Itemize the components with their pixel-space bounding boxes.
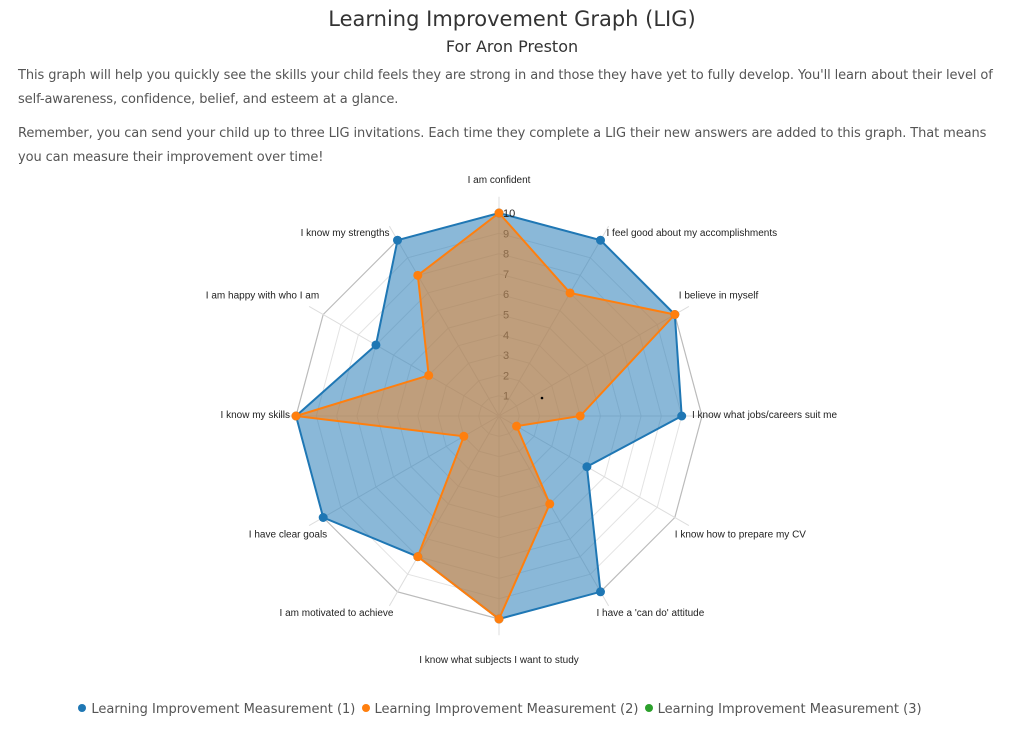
tick-label: 5 — [503, 310, 509, 322]
tick-label: 4 — [503, 330, 509, 342]
legend-item-series-3[interactable]: Learning Improvement Measurement (3) — [644, 702, 922, 717]
tick-label: 7 — [503, 269, 509, 281]
axis-label: I am confident — [468, 175, 531, 186]
data-point[interactable] — [413, 270, 423, 280]
axis-label: I feel good about my accomplishments — [607, 228, 778, 239]
legend-dot-icon — [361, 704, 370, 712]
data-point[interactable] — [582, 462, 592, 472]
axis-label: I am happy with who I am — [206, 291, 319, 302]
axis-label: I have a 'can do' attitude — [597, 608, 705, 619]
axis-label: I am motivated to achieve — [280, 608, 394, 619]
legend-label: Learning Improvement Measurement (3) — [657, 702, 922, 717]
data-point[interactable] — [494, 208, 504, 218]
legend-dot-icon — [78, 704, 87, 712]
legend-item-series-2[interactable]: Learning Improvement Measurement (2) — [361, 702, 639, 717]
tick-label: 6 — [503, 289, 509, 301]
data-point[interactable] — [545, 499, 555, 509]
tick-label: 10 — [503, 208, 515, 220]
data-point[interactable] — [512, 421, 522, 431]
intro-paragraph-1: This graph will help you quickly see the… — [18, 68, 993, 107]
intro-paragraph-2: Remember, you can send your child up to … — [18, 126, 987, 165]
marker-dot — [540, 396, 544, 400]
tick-label: 8 — [503, 249, 509, 261]
tick-label: 1 — [503, 391, 509, 403]
axis-label: I know my strengths — [301, 228, 390, 239]
legend-item-series-1[interactable]: Learning Improvement Measurement (1) — [78, 702, 355, 717]
data-point[interactable] — [318, 513, 328, 522]
radar-chart: 1 2 3 4 5 6 7 8 9 10 I am confident I feel good abo… — [206, 175, 838, 666]
tick-label: 9 — [503, 228, 509, 240]
data-point[interactable] — [494, 614, 504, 624]
axis-label: I know what jobs/careers suit me — [692, 410, 837, 421]
data-point[interactable] — [565, 288, 575, 298]
legend-label: Learning Improvement Measurement (2) — [374, 702, 639, 717]
data-point[interactable] — [575, 411, 585, 421]
axis-label: I have clear goals — [249, 530, 327, 541]
data-point[interactable] — [424, 370, 434, 380]
tick-label: 2 — [503, 370, 509, 382]
data-point[interactable] — [677, 411, 687, 421]
data-point[interactable] — [291, 411, 301, 421]
legend-dot-icon — [644, 704, 653, 712]
data-point[interactable] — [596, 587, 605, 597]
data-point[interactable] — [371, 340, 381, 350]
tick-label: 3 — [503, 350, 509, 362]
data-point[interactable] — [459, 431, 469, 441]
page-subtitle: For Aron Preston — [445, 37, 579, 56]
axis-label: I know my skills — [221, 410, 290, 421]
axis-label: I know how to prepare my CV — [675, 530, 806, 541]
data-point[interactable] — [393, 235, 402, 245]
data-point[interactable] — [413, 552, 423, 562]
data-point[interactable] — [596, 235, 605, 245]
chart-legend: Learning Improvement Measurement (1) Lea… — [0, 702, 1000, 717]
axis-label: I believe in myself — [679, 291, 759, 302]
axis-label: I know what subjects I want to study — [419, 655, 579, 666]
legend-label: Learning Improvement Measurement (1) — [91, 702, 356, 717]
data-point[interactable] — [670, 310, 680, 319]
page-title: Learning Improvement Graph (LIG) — [328, 7, 696, 31]
